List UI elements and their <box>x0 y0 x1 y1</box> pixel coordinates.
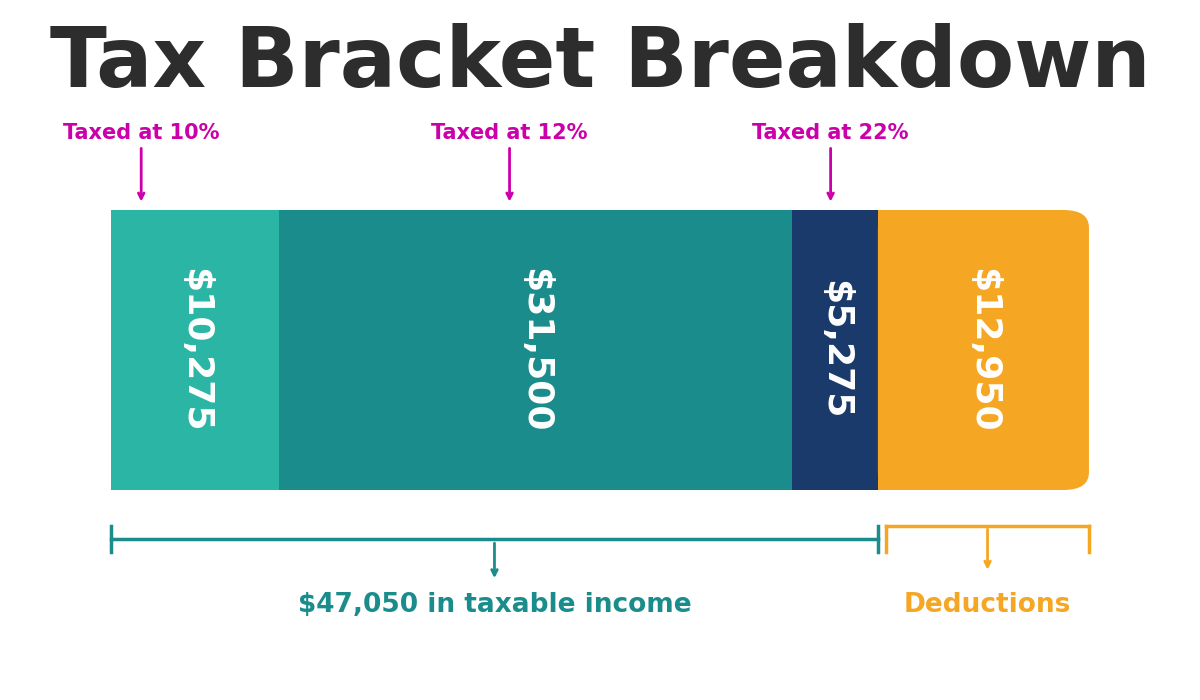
Bar <box>792 210 878 490</box>
Text: Taxed at 22%: Taxed at 22% <box>752 123 908 143</box>
Bar <box>112 210 278 490</box>
Text: $47,050 in taxable income: $47,050 in taxable income <box>298 592 691 617</box>
Bar <box>878 210 931 490</box>
Text: $31,500: $31,500 <box>518 267 552 432</box>
FancyBboxPatch shape <box>878 210 1088 490</box>
Bar <box>278 210 792 490</box>
Text: $12,950: $12,950 <box>966 267 1001 433</box>
Text: Tax Bracket Breakdown: Tax Bracket Breakdown <box>49 22 1151 104</box>
Text: Deductions: Deductions <box>904 592 1072 617</box>
Text: Taxed at 12%: Taxed at 12% <box>431 123 588 143</box>
Text: $10,275: $10,275 <box>178 267 211 432</box>
Text: $5,275: $5,275 <box>818 280 852 420</box>
Text: Taxed at 10%: Taxed at 10% <box>62 123 220 143</box>
